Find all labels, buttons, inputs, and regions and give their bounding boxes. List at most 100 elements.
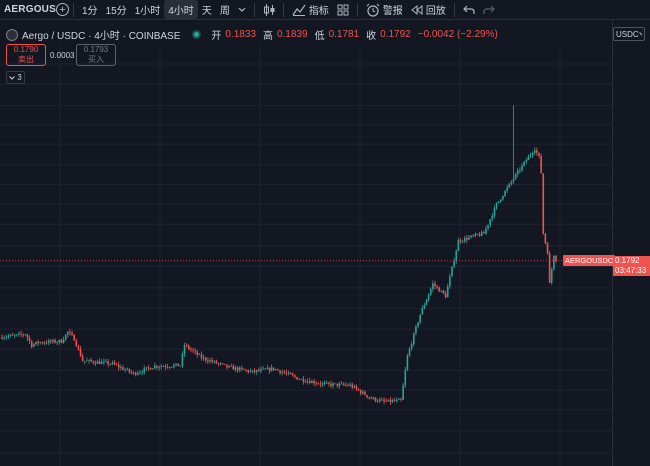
market-status-icon[interactable] (192, 30, 202, 39)
price-axis[interactable] (612, 20, 650, 466)
candle-body (529, 154, 532, 157)
candle-body (311, 381, 313, 384)
candle-body (550, 269, 553, 283)
toolbar-divider (453, 2, 455, 17)
candle-body (166, 366, 169, 368)
candle-body (402, 385, 404, 400)
candle-body (489, 219, 491, 225)
candle-body (20, 333, 22, 335)
candle-body (372, 397, 375, 399)
interval-15m-button[interactable]: 15分 (105, 6, 127, 17)
interval-1m-button[interactable]: 1分 (82, 6, 98, 17)
candle-body (7, 336, 10, 338)
candle-body (323, 383, 326, 384)
candle-body (115, 364, 118, 366)
chart-type-button[interactable] (259, 1, 279, 19)
candle-body (160, 366, 162, 368)
candle-body (544, 233, 547, 243)
candle-body (423, 304, 426, 309)
candle-body (81, 356, 84, 362)
candle-body (249, 370, 252, 373)
toolbar-divider (282, 2, 284, 17)
alert-button[interactable]: 警报 (362, 0, 407, 19)
chevron-down-icon (9, 75, 16, 80)
candle-body (92, 361, 95, 363)
interval-dropdown-button[interactable] (234, 5, 250, 15)
candle-body (523, 161, 525, 166)
candle-body (183, 345, 186, 354)
candle-body (338, 383, 341, 387)
open-value: 0.1833 (225, 29, 256, 40)
indicator-count: 3 (17, 73, 22, 82)
candle-body (202, 357, 205, 359)
redo-icon (483, 5, 495, 14)
candle-body (461, 241, 464, 242)
candle-body (113, 362, 116, 365)
symbol-logo-icon (6, 28, 18, 41)
candle-body (98, 361, 101, 364)
toolbar-divider (253, 2, 255, 17)
candle-body (260, 369, 262, 371)
candle-body (137, 373, 139, 375)
candle-body (22, 334, 25, 336)
candle-body (468, 237, 470, 240)
candle-body (444, 293, 447, 298)
last-price-symbol-tag: AERGOUSDC (563, 255, 616, 267)
candle-body (398, 399, 400, 400)
candle-body (279, 370, 281, 373)
indicators-button[interactable]: 指标 (288, 0, 333, 19)
indicators-icon (292, 4, 306, 16)
legend-title[interactable]: Aergo / USDC · 4小时 · COINBASE (22, 31, 181, 42)
candle-body (463, 237, 466, 242)
candle-body (514, 174, 517, 179)
candle-body (234, 367, 237, 370)
buy-button[interactable]: 0.1793 买入 (76, 44, 116, 66)
candle-body (319, 383, 322, 385)
last-price-value: 0.1792 (615, 255, 640, 265)
collapse-indicators-button[interactable]: 3 (6, 71, 25, 84)
spread-value: 0.0003 (50, 50, 75, 60)
candle-body (258, 370, 260, 371)
candle-body (100, 361, 103, 364)
candle-body (266, 367, 269, 370)
candle-body (67, 331, 69, 335)
price-chart[interactable]: 1.08000.90000.74000.62000.52000.43000.36… (0, 20, 650, 466)
toolbar-divider (73, 2, 74, 17)
candle-body (190, 348, 192, 350)
candle-body (302, 378, 305, 382)
candle-body (387, 399, 390, 402)
currency-select[interactable]: USDC (613, 27, 645, 41)
candle-body (35, 341, 37, 345)
last-price-tag: 0.1792 03:47:33 (613, 255, 650, 276)
candle-body (478, 234, 481, 236)
sell-button[interactable]: 0.1790 卖出 (6, 44, 46, 66)
candle-body (408, 348, 411, 356)
interval-4h-button[interactable]: 4小时 (164, 0, 198, 19)
candle-body (117, 364, 120, 368)
candle-body (393, 400, 396, 402)
candle-body (457, 240, 460, 251)
replay-button[interactable]: 回放 (407, 0, 450, 19)
candle-body (353, 386, 356, 388)
candle-body (500, 199, 502, 202)
symbol-search-button[interactable]: AERGOUSDC (4, 4, 56, 15)
candle-body (480, 232, 483, 236)
candle-body (192, 349, 194, 351)
candle-body (491, 215, 494, 220)
currency-value: USDC (616, 29, 639, 39)
interval-day-button[interactable]: 天 (201, 6, 212, 17)
interval-week-button[interactable]: 周 (219, 6, 230, 17)
candle-body (512, 178, 515, 182)
undo-button[interactable] (459, 3, 479, 17)
candle-body (62, 339, 65, 343)
candle-body (376, 401, 379, 402)
candle-body (396, 399, 398, 401)
add-symbol-icon[interactable]: + (56, 3, 69, 16)
candle-body (134, 372, 137, 375)
layout-templates-button[interactable] (333, 2, 353, 18)
candle-body (300, 378, 303, 380)
sell-price: 0.1790 (13, 45, 39, 54)
interval-1h-button[interactable]: 1小时 (134, 6, 161, 17)
redo-button[interactable] (479, 3, 499, 17)
candle-body (321, 383, 324, 385)
